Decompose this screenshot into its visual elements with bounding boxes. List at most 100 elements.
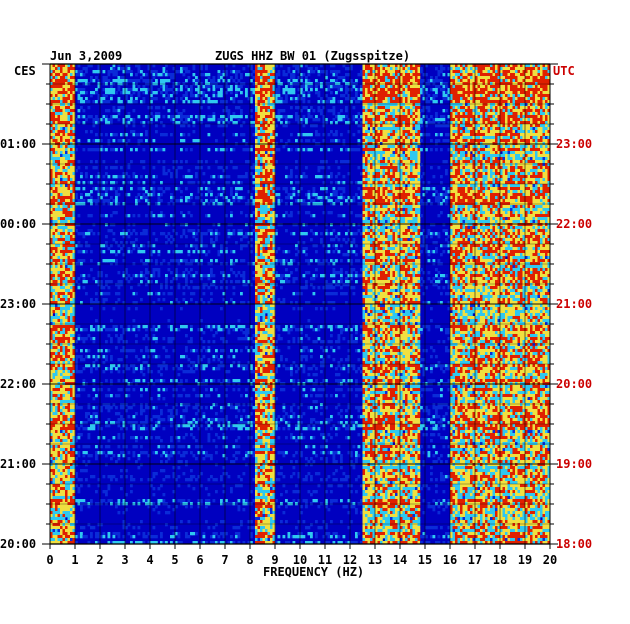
- spectrogram-cell: [260, 121, 263, 125]
- spectrogram-cell: [372, 118, 376, 122]
- spectrogram-cell: [225, 148, 228, 152]
- spectrogram-cell: [490, 172, 493, 176]
- spectrogram-cell: [445, 190, 448, 194]
- spectrogram-cell: [375, 127, 378, 131]
- spectrogram-cell: [455, 94, 458, 98]
- spectrogram-cell: [392, 157, 396, 161]
- spectrogram-cell: [110, 148, 113, 152]
- spectrogram-cell: [195, 76, 198, 80]
- spectrogram-cell: [472, 157, 476, 161]
- spectrogram-cell: [60, 163, 63, 167]
- spectrogram-cell: [515, 85, 518, 89]
- spectrogram-cell: [372, 94, 376, 98]
- spectrogram-cell: [392, 97, 396, 101]
- spectrogram-cell: [375, 115, 378, 119]
- spectrogram-cell: [405, 136, 408, 140]
- spectrogram-cell: [450, 127, 453, 131]
- spectrogram-cell: [522, 172, 526, 176]
- spectrogram-cell: [272, 85, 276, 89]
- spectrogram-cell: [467, 70, 471, 74]
- spectrogram-cell: [105, 121, 108, 125]
- spectrogram-cell: [500, 175, 503, 179]
- spectrogram-cell: [397, 130, 401, 134]
- spectrogram-cell: [417, 109, 421, 113]
- spectrogram-cell: [520, 67, 523, 71]
- spectrogram-cell: [127, 64, 131, 68]
- spectrogram-cell: [442, 97, 446, 101]
- spectrogram-cell: [160, 73, 163, 77]
- spectrogram-cell: [367, 190, 371, 194]
- spectrogram-cell: [192, 124, 196, 128]
- spectrogram-cell: [342, 76, 346, 80]
- spectrogram-cell: [290, 91, 293, 95]
- spectrogram-cell: [520, 121, 523, 125]
- spectrogram-cell: [57, 181, 61, 185]
- spectrogram-cell: [457, 88, 461, 92]
- spectrogram-cell: [187, 70, 191, 74]
- spectrogram-cell: [377, 70, 381, 74]
- spectrogram-cell: [452, 124, 456, 128]
- spectrogram-cell: [160, 187, 163, 191]
- spectrogram-cell: [210, 115, 213, 119]
- spectrogram-cell: [380, 163, 383, 167]
- spectrogram-cell: [62, 157, 66, 161]
- spectrogram-cell: [407, 64, 411, 68]
- spectrogram-cell: [495, 157, 498, 161]
- spectrogram-cell: [525, 139, 528, 143]
- spectrogram-cell: [500, 88, 503, 92]
- spectrogram-cell: [172, 166, 176, 170]
- spectrogram-cell: [290, 115, 293, 119]
- spectrogram-cell: [402, 91, 406, 95]
- spectrogram-cell: [415, 109, 418, 113]
- spectrogram-cell: [505, 76, 508, 80]
- spectrogram-cell: [57, 190, 61, 194]
- spectrogram-cell: [412, 97, 416, 101]
- spectrogram-cell: [495, 187, 498, 191]
- spectrogram-cell: [477, 130, 481, 134]
- spectrogram-cell: [430, 148, 433, 152]
- spectrogram-cell: [377, 190, 381, 194]
- spectrogram-cell: [465, 139, 468, 143]
- spectrogram-cell: [457, 148, 461, 152]
- spectrogram-cell: [52, 175, 56, 179]
- spectrogram-cell: [385, 136, 388, 140]
- spectrogram-cell: [267, 172, 271, 176]
- spectrogram-cell: [222, 175, 226, 179]
- spectrogram-cell: [377, 109, 381, 113]
- spectrogram-cell: [545, 127, 548, 131]
- spectrogram-cell: [505, 145, 508, 149]
- spectrogram-cell: [402, 112, 406, 116]
- spectrogram-cell: [60, 112, 63, 116]
- spectrogram-cell: [72, 163, 76, 167]
- spectrogram-cell: [225, 181, 228, 185]
- spectrogram-cell: [462, 109, 466, 113]
- spectrogram-cell: [530, 175, 533, 179]
- spectrogram-cell: [325, 88, 328, 92]
- spectrogram-cell: [362, 64, 366, 68]
- spectrogram-cell: [517, 97, 521, 101]
- spectrogram-cell: [222, 121, 226, 125]
- spectrogram-cell: [377, 163, 381, 167]
- spectrogram-cell: [312, 190, 316, 194]
- spectrogram-cell: [517, 88, 521, 92]
- spectrogram-cell: [515, 169, 518, 173]
- spectrogram-cell: [355, 181, 358, 185]
- spectrogram-cell: [95, 118, 98, 122]
- spectrogram-cell: [507, 181, 511, 185]
- spectrogram-cell: [67, 94, 71, 98]
- spectrogram-cell: [387, 94, 391, 98]
- spectrogram-cell: [280, 64, 283, 68]
- spectrogram-cell: [317, 73, 321, 77]
- spectrogram-cell: [410, 109, 413, 113]
- spectrogram-cell: [390, 151, 393, 155]
- spectrogram-cell: [415, 97, 418, 101]
- spectrogram-cell: [122, 82, 126, 86]
- spectrogram-cell: [505, 166, 508, 170]
- spectrogram-cell: [502, 82, 506, 86]
- spectrogram-cell: [405, 85, 408, 89]
- spectrogram-cell: [532, 88, 536, 92]
- spectrogram-cell: [170, 88, 173, 92]
- spectrogram-cell: [507, 166, 511, 170]
- spectrogram-cell: [55, 121, 58, 125]
- spectrogram-cell: [362, 124, 366, 128]
